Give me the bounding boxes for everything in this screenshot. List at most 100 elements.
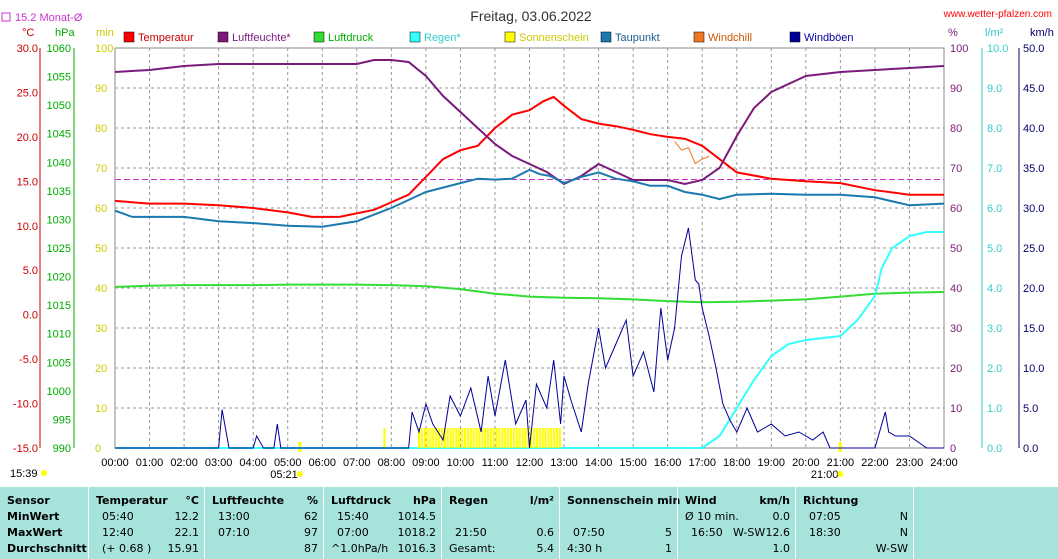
x-tick-label: 12:00 <box>516 457 544 469</box>
x-tick-label: 23:00 <box>896 457 924 469</box>
wind-tick-label: 10.0 <box>1023 363 1044 375</box>
pressure-tick-label: 1050 <box>47 100 71 112</box>
legend-swatch <box>693 31 705 43</box>
stats-col-sun: Sonnenschein min 07:50 5 4:30 h 1 <box>559 487 681 559</box>
sun-tick-label: 80 <box>95 123 107 135</box>
rain-tick-label: 4.0 <box>987 283 1002 295</box>
rain-tick-label: 2.0 <box>987 363 1002 375</box>
press-header: Luftdruck <box>331 494 391 507</box>
sun-total-hours: 4:30 h <box>567 542 603 555</box>
chart-series <box>114 59 945 449</box>
wind-min-val: 0.0 <box>772 510 791 523</box>
sun-tick-label: 70 <box>95 163 107 175</box>
weather-chart: 30.0 25.0 20.0 15.0 10.0 5.0 0.0 -5.0 -10.0 -15.0… <box>1 8 1054 481</box>
legend-swatch <box>789 31 801 43</box>
temp-tick-label: 30.0 <box>17 43 38 55</box>
x-tick-label: 08:00 <box>378 457 406 469</box>
x-tick-label: 19:00 <box>758 457 786 469</box>
hum-avg-val: 87 <box>304 542 318 555</box>
sun-header: Sonnenschein min <box>567 494 681 507</box>
chart-title: Freitag, 03.06.2022 <box>470 8 592 24</box>
pressure-tick-label: 1060 <box>47 43 71 55</box>
dir-min-time: 07:05 <box>809 510 841 523</box>
chart-legend: Temperatur Luftfeuchte* Luftdruck Regen* Son… <box>123 31 854 44</box>
sun-tick-label: 90 <box>95 83 107 95</box>
sun-tick-label: 30 <box>95 323 107 335</box>
hum-max-val: 97 <box>304 526 318 539</box>
wind-tick-label: 45.0 <box>1023 83 1044 95</box>
stats-col-temp: Temperatur °C 05:40 12.2 12:40 22.1 (+ 0… <box>88 487 205 559</box>
rain-total-val: 5.4 <box>536 542 555 555</box>
row-label-min: MinWert <box>7 510 60 523</box>
temp-tick-label: 10.0 <box>17 221 38 233</box>
humidity-tick-label: 50 <box>950 243 962 255</box>
rain-tick-label: 0.0 <box>987 443 1002 455</box>
temp-trend: (+ 0.68 ) <box>102 542 152 555</box>
legend-swatch <box>313 31 325 43</box>
x-tick-label: 09:00 <box>412 457 440 469</box>
pressure-tick-label: 1020 <box>47 272 71 284</box>
site-link[interactable]: www.wetter-pfalzen.com <box>943 9 1052 20</box>
chart-axes: 30.0 25.0 20.0 15.0 10.0 5.0 0.0 -5.0 -10.0 -15.0… <box>10 27 1054 481</box>
legend-label: Taupunkt <box>615 32 660 44</box>
legend-label: Luftdruck <box>328 32 374 44</box>
row-label-avg: Durchschnitt <box>7 542 87 555</box>
rain-tick-label: 1.0 <box>987 403 1002 415</box>
rain-header: Regen <box>449 494 489 507</box>
series-windchill <box>674 140 710 165</box>
stats-col-direction: Richtung 07:05 N 18:30 N W-SW <box>795 487 914 559</box>
x-tick-label: 18:00 <box>723 457 751 469</box>
temp-min-val: 12.2 <box>174 510 200 523</box>
temp-avg-val: 15.91 <box>167 542 200 555</box>
hum-min-val: 62 <box>304 510 318 523</box>
humidity-tick-label: 30 <box>950 323 962 335</box>
legend-swatch <box>409 31 421 43</box>
temp-tick-label: 25.0 <box>17 87 38 99</box>
sun-tick-label: 0 <box>95 443 101 455</box>
chart-grid <box>114 47 945 449</box>
pressure-tick-label: 995 <box>53 414 71 426</box>
current-time-label: 15:39 <box>10 468 38 480</box>
rain-unit-label: l/m² <box>985 27 1004 39</box>
pressure-tick-label: 1005 <box>47 357 71 369</box>
temp-tick-label: -5.0 <box>19 354 38 366</box>
row-label-max: MaxWert <box>7 526 63 539</box>
wind-tick-label: 20.0 <box>1023 283 1044 295</box>
sun-tick-label: 50 <box>95 243 107 255</box>
legend-swatch <box>504 31 516 43</box>
pressure-tick-label: 1015 <box>47 300 71 312</box>
rain-tick-label: 7.0 <box>987 163 1002 175</box>
wind-avg-label: Ø 10 min. <box>685 510 739 523</box>
rain-tick-label: 3.0 <box>987 323 1002 335</box>
dir-max-time: 18:30 <box>809 526 841 539</box>
sun-tick-label: 100 <box>95 43 113 55</box>
legend-label: Regen* <box>424 32 461 44</box>
temp-unit-label: °C <box>22 27 34 39</box>
sun-tick-label: 10 <box>95 403 107 415</box>
wind-max-dir: W-SW <box>733 526 766 539</box>
x-tick-label: 21:00 <box>827 457 855 469</box>
temp-max-time: 12:40 <box>102 526 134 539</box>
pressure-tick-label: 1035 <box>47 186 71 198</box>
humidity-tick-label: 20 <box>950 363 962 375</box>
stats-col-rain: Regen l/m² 21:50 0.6 Gesamt: 5.4 <box>441 487 560 559</box>
x-tick-label: 00:00 <box>101 457 129 469</box>
sun-max-val: 5 <box>665 526 672 539</box>
pressure-tick-label: 1055 <box>47 72 71 84</box>
stats-col-humidity: Luftfeuchte % 13:00 62 07:10 97 87 <box>204 487 324 559</box>
x-tick-label: 20:00 <box>792 457 820 469</box>
temp-tick-label: 15.0 <box>17 176 38 188</box>
x-tick-label: 07:00 <box>343 457 371 469</box>
wind-unit-label: km/h <box>1030 27 1054 39</box>
humidity-tick-label: 40 <box>950 283 962 295</box>
wind-tick-label: 0.0 <box>1023 443 1038 455</box>
wind-tick-label: 5.0 <box>1023 403 1038 415</box>
press-min-val: 1014.5 <box>397 510 437 523</box>
sun-avg-val: 1 <box>665 542 672 555</box>
hum-unit: % <box>306 494 318 507</box>
temp-tick-label: -10.0 <box>13 399 38 411</box>
pressure-tick-label: 990 <box>53 443 71 455</box>
rain-tick-label: 10.0 <box>987 43 1008 55</box>
hum-min-time: 13:00 <box>218 510 250 523</box>
x-tick-label: 04:00 <box>239 457 267 469</box>
